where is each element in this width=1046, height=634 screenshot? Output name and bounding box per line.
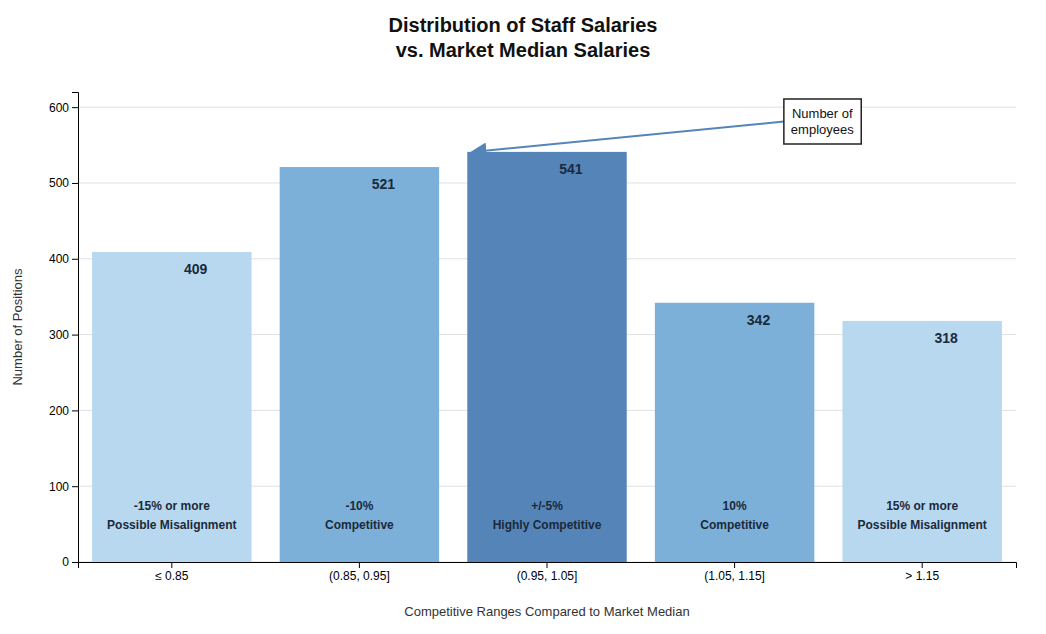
- y-tick-label: 0: [62, 555, 69, 569]
- x-axis-line: [79, 563, 1017, 569]
- x-tick-label: ≤ 0.85: [155, 569, 189, 583]
- y-axis: 0 100 200 300 400 500 600: [49, 93, 79, 570]
- y-tick-label: 400: [49, 252, 69, 266]
- x-tick-label: (0.95, 1.05]: [517, 569, 578, 583]
- bar: [92, 252, 251, 562]
- y-tick-label: 300: [49, 328, 69, 342]
- annotations: Number ofemployees: [472, 99, 861, 152]
- bar-label: 15% or more Possible Misalignment: [858, 499, 987, 532]
- y-tick: 600: [49, 101, 78, 115]
- x-axis: ≤ 0.85 (0.85, 0.95] (0.95, 1.05] (1.05, 1.1…: [79, 562, 1017, 583]
- data-label: 541: [559, 161, 583, 177]
- data-label: 318: [934, 330, 958, 346]
- y-tick: 200: [49, 404, 78, 418]
- y-tick-mark: [72, 107, 78, 108]
- text-line: Possible Misalignment: [107, 518, 236, 532]
- text-line: Distribution of Staff Salaries: [389, 14, 658, 36]
- text-line: Possible Misalignment: [858, 518, 987, 532]
- text-line: 10%: [723, 499, 747, 513]
- text-line: Competitive: [700, 518, 769, 532]
- x-tick: (1.05, 1.15]: [704, 562, 765, 583]
- plot: 0 100 200 300 400 500 600 ≤ 0.85 (0.85, 0.95] (0.…: [49, 93, 1017, 583]
- text-line: +/-5%: [531, 499, 563, 513]
- text-line: employees: [791, 122, 854, 137]
- y-tick-mark: [72, 410, 78, 411]
- bar-label: -15% or more Possible Misalignment: [107, 499, 236, 532]
- y-tick-mark: [72, 486, 78, 487]
- bars: [92, 152, 1002, 562]
- grid: [78, 107, 1016, 562]
- y-tick: 100: [49, 480, 78, 494]
- grid-line: [78, 107, 1016, 108]
- y-tick-label: 200: [49, 404, 69, 418]
- bar-label: 10% Competitive: [700, 499, 769, 532]
- bar: [655, 303, 814, 562]
- text-line: -10%: [345, 499, 373, 513]
- annotation-arrow: [472, 122, 784, 152]
- x-tick-label: (1.05, 1.15]: [704, 569, 765, 583]
- bar: [842, 321, 1001, 562]
- y-tick-mark: [72, 259, 78, 260]
- x-tick-mark: [359, 562, 360, 568]
- y-tick: 0: [62, 555, 78, 569]
- y-tick: 300: [49, 328, 78, 342]
- bar-label: +/-5% Highly Competitive: [493, 499, 602, 532]
- y-tick-mark: [72, 183, 78, 184]
- bar: [280, 167, 439, 562]
- x-tick-label: (0.85, 0.95]: [329, 569, 390, 583]
- text-line: -15% or more: [134, 499, 210, 513]
- text-line: Competitive: [325, 518, 394, 532]
- x-axis-title: Competitive Ranges Compared to Market Me…: [404, 604, 689, 619]
- y-tick-label: 100: [49, 480, 69, 494]
- x-tick: (0.85, 0.95]: [329, 562, 390, 583]
- bar-label: -10% Competitive: [325, 499, 394, 532]
- y-tick-label: 600: [49, 101, 69, 115]
- chart: Distribution of Staff Salaries vs. Market…: [0, 0, 1046, 634]
- x-tick: > 1.15: [905, 562, 939, 583]
- data-label: 409: [184, 261, 208, 277]
- x-tick-mark: [734, 562, 735, 568]
- bar-texts: 409 521 541 342 318 -15% or more Possible Misa…: [107, 161, 987, 532]
- text-line: vs. Market Median Salaries: [396, 39, 651, 61]
- data-label: 342: [747, 312, 771, 328]
- text-line: Highly Competitive: [493, 518, 602, 532]
- y-tick-label: 500: [49, 176, 69, 190]
- x-tick-label: > 1.15: [905, 569, 939, 583]
- annotation: Number ofemployees: [791, 106, 854, 137]
- y-axis-line: [72, 93, 79, 563]
- x-tick: (0.95, 1.05]: [517, 562, 578, 583]
- bar: [467, 152, 626, 562]
- y-axis-title: Number of Positions: [10, 268, 25, 386]
- x-tick-mark: [547, 562, 548, 568]
- y-tick: 400: [49, 252, 78, 266]
- y-tick: 500: [49, 176, 78, 190]
- text-line: Number of: [792, 106, 853, 121]
- x-tick-mark: [171, 562, 172, 568]
- x-tick: ≤ 0.85: [155, 562, 189, 583]
- annotation-box: [784, 99, 861, 144]
- y-tick-mark: [72, 335, 78, 336]
- x-tick-mark: [922, 562, 923, 568]
- data-label: 521: [372, 176, 396, 192]
- text-line: 15% or more: [886, 499, 958, 513]
- title: Distribution of Staff Salaries vs. Market…: [389, 14, 658, 61]
- y-tick-mark: [72, 562, 78, 563]
